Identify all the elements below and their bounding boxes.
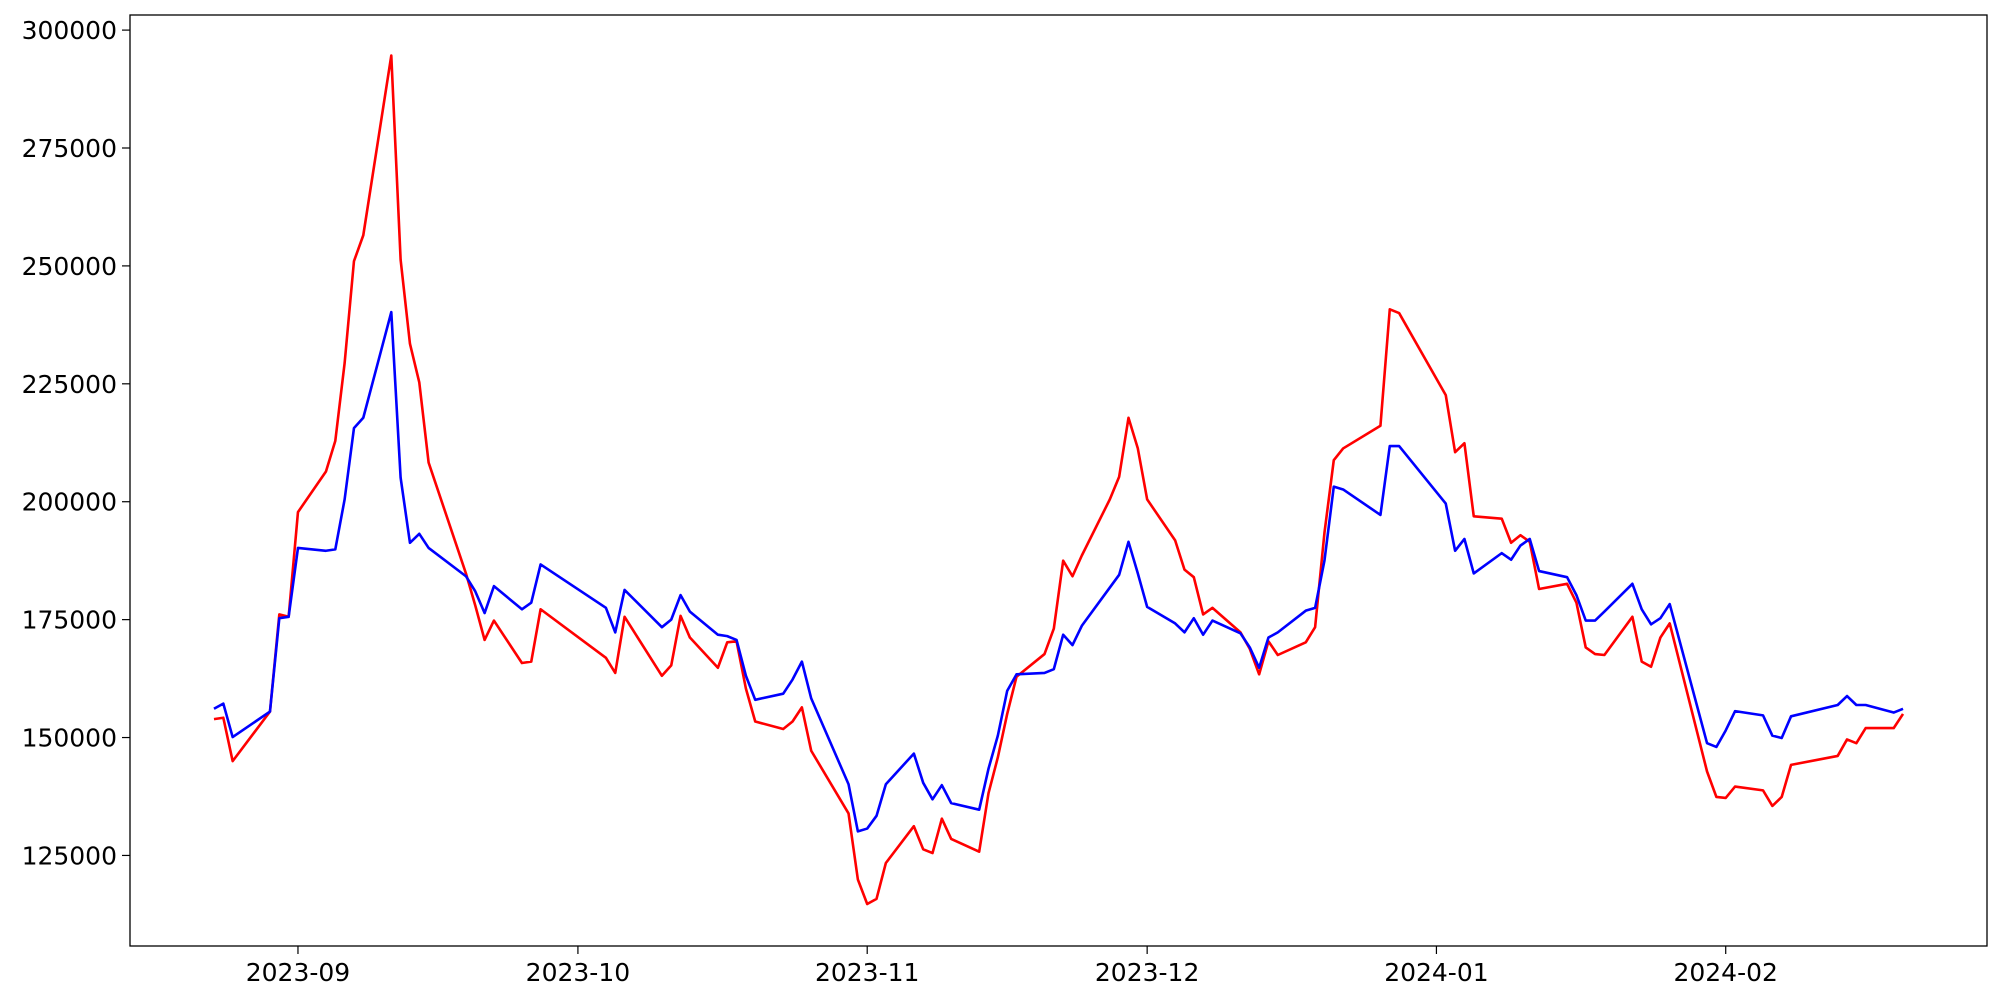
y-tick-label: 175000 [22,606,117,635]
x-tick-label: 2023-09 [246,958,350,987]
y-tick-label: 275000 [22,134,117,163]
x-tick-label: 2023-12 [1095,958,1199,987]
line-series [213,310,1904,833]
y-tick-label: 200000 [22,488,117,517]
y-tick-label: 150000 [22,724,117,753]
x-tick-label: 2024-01 [1384,958,1488,987]
y-tick-label: 225000 [22,370,117,399]
x-tick-label: 2024-02 [1673,958,1777,987]
line-series [213,54,1905,906]
y-tick-label: 300000 [22,16,117,45]
y-tick-label: 125000 [22,841,117,870]
plot-frame [129,14,1988,947]
x-tick-label: 2023-10 [526,958,630,987]
y-tick-label: 250000 [22,252,117,281]
x-tick-label: 2023-11 [815,958,919,987]
